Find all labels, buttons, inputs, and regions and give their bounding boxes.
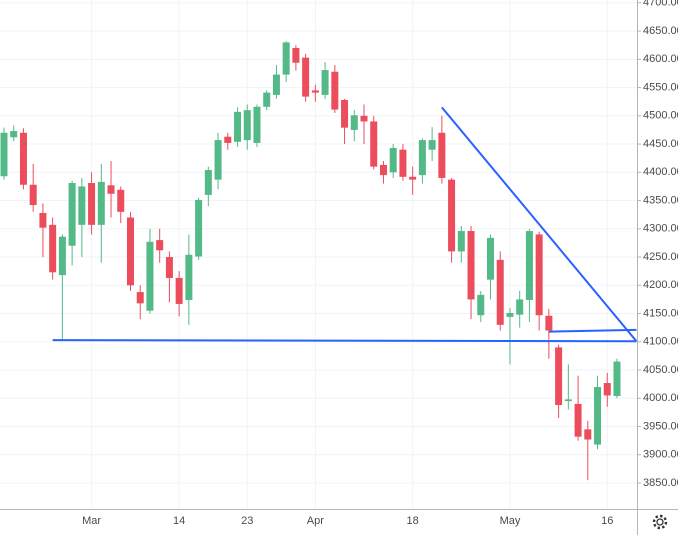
candle-body: [263, 92, 271, 107]
y-tick-label: 4500.00: [643, 110, 678, 122]
candle-body: [487, 237, 494, 280]
candle-body: [49, 224, 57, 273]
candle-body: [603, 383, 611, 396]
candle-body: [496, 259, 504, 325]
candle-body: [175, 277, 183, 304]
y-tick-label: 4600.00: [643, 53, 678, 65]
candle-body: [204, 170, 212, 195]
candle-body: [613, 361, 621, 397]
candle-body: [214, 140, 222, 180]
candle-body: [438, 132, 446, 178]
candle-body: [58, 236, 66, 276]
candle-body: [584, 429, 592, 440]
candle-body: [253, 106, 261, 143]
candle-body: [272, 74, 280, 95]
candle-body: [107, 185, 115, 194]
candle-body: [516, 299, 524, 315]
x-tick-label: Apr: [307, 515, 324, 527]
candle-body: [0, 132, 8, 177]
candle-body: [525, 231, 533, 300]
candle-body: [311, 90, 319, 93]
candle-body: [409, 176, 417, 180]
candle-body: [448, 179, 456, 252]
y-tick-label: 4300.00: [643, 223, 678, 235]
candle-body: [564, 399, 572, 402]
y-tick-label: 4000.00: [643, 392, 678, 404]
y-tick-label: 3900.00: [643, 449, 678, 461]
candle-body: [243, 110, 251, 141]
gear-teeth: [652, 514, 668, 530]
candle-body: [126, 217, 134, 286]
candle-body: [555, 347, 563, 406]
x-tick-label: 14: [173, 515, 185, 527]
y-tick-label: 4200.00: [643, 279, 678, 291]
candle-body: [574, 403, 582, 437]
y-tick-label: 4700.00: [643, 0, 678, 9]
candle-body: [379, 164, 387, 176]
candle-body: [224, 136, 232, 143]
plot: [0, 41, 638, 481]
x-tick-label: 23: [241, 515, 253, 527]
candle-body: [467, 231, 475, 300]
y-tick-label: 3850.00: [643, 477, 678, 489]
candle-body: [506, 312, 514, 317]
candle-body: [88, 183, 96, 225]
settings-icon[interactable]: [652, 514, 668, 530]
candle-body: [594, 386, 602, 445]
y-tick-label: 4550.00: [643, 81, 678, 93]
y-tick-label: 3950.00: [643, 420, 678, 432]
candle-body: [360, 115, 368, 122]
candle-body: [97, 181, 105, 225]
candle-body: [399, 149, 407, 177]
candle-body: [10, 131, 18, 138]
x-tick-label: May: [500, 515, 521, 527]
candle-body: [535, 234, 543, 316]
candle-body: [350, 115, 358, 130]
candle-body: [136, 292, 144, 304]
x-tick-label: 16: [601, 515, 613, 527]
x-tick-label: 18: [407, 515, 419, 527]
candle-body: [185, 254, 193, 300]
candle-body: [292, 48, 300, 63]
x-tick-label: Mar: [82, 515, 101, 527]
grid: [0, 0, 637, 509]
y-tick-label: 4050.00: [643, 364, 678, 376]
candle-body: [321, 70, 329, 95]
candle-body: [165, 257, 173, 278]
candle-body: [282, 42, 290, 75]
candle-body: [29, 184, 37, 206]
candle-body: [117, 189, 125, 212]
y-tick-label: 4150.00: [643, 307, 678, 319]
candle-body: [457, 231, 465, 252]
y-tick-label: 4400.00: [643, 166, 678, 178]
trendline: [441, 106, 638, 342]
candle-body: [302, 57, 310, 97]
candle-body: [234, 111, 242, 142]
candle-body: [428, 140, 436, 150]
candle-body: [370, 121, 378, 167]
candle-body: [477, 294, 485, 316]
candle-body: [39, 212, 47, 228]
candle-body: [19, 132, 27, 185]
y-tick-label: 4450.00: [643, 138, 678, 150]
trendline: [52, 339, 637, 343]
candle-body: [195, 199, 203, 257]
trendline: [548, 328, 637, 333]
candle-body: [389, 148, 397, 173]
candle-body: [418, 140, 426, 176]
candle-body: [156, 240, 164, 251]
y-tick-label: 4250.00: [643, 251, 678, 263]
y-tick-label: 4350.00: [643, 194, 678, 206]
candle-body: [341, 99, 349, 128]
candle-body: [331, 71, 339, 110]
y-tick-label: 4650.00: [643, 25, 678, 37]
candle-body: [146, 241, 154, 311]
y-tick-label: 4100.00: [643, 336, 678, 348]
candle-body: [78, 186, 86, 225]
gear-center: [656, 518, 664, 526]
candle-body: [545, 315, 553, 331]
candle-body: [68, 183, 76, 246]
